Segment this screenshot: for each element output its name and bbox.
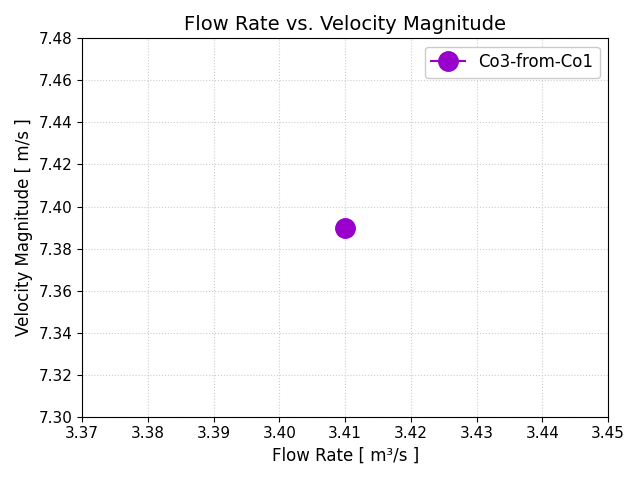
Legend: Co3-from-Co1: Co3-from-Co1 [425, 47, 600, 78]
Point [563, 56, 573, 63]
Y-axis label: Velocity Magnitude [ m/s ]: Velocity Magnitude [ m/s ] [15, 119, 33, 336]
X-axis label: Flow Rate [ m³/s ]: Flow Rate [ m³/s ] [271, 447, 419, 465]
Title: Flow Rate vs. Velocity Magnitude: Flow Rate vs. Velocity Magnitude [184, 15, 506, 34]
Point [340, 224, 350, 231]
